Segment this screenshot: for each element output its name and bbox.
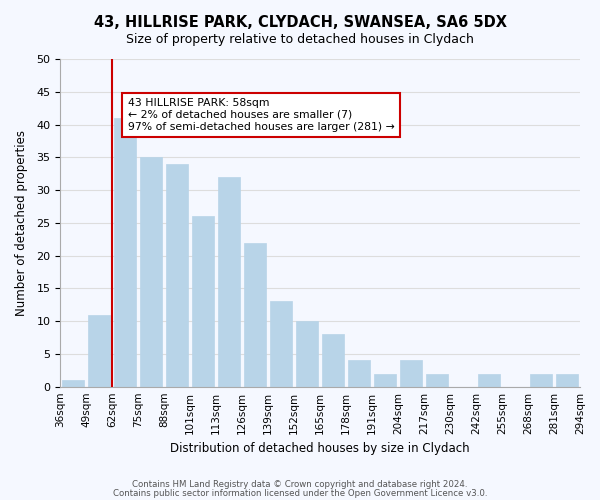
Bar — [166, 164, 188, 386]
Text: 43 HILLRISE PARK: 58sqm
← 2% of detached houses are smaller (7)
97% of semi-deta: 43 HILLRISE PARK: 58sqm ← 2% of detached… — [128, 98, 395, 132]
Bar — [244, 242, 266, 386]
Y-axis label: Number of detached properties: Number of detached properties — [15, 130, 28, 316]
Bar — [374, 374, 396, 386]
Text: 43, HILLRISE PARK, CLYDACH, SWANSEA, SA6 5DX: 43, HILLRISE PARK, CLYDACH, SWANSEA, SA6… — [94, 15, 506, 30]
Bar — [426, 374, 448, 386]
Text: Contains HM Land Registry data © Crown copyright and database right 2024.: Contains HM Land Registry data © Crown c… — [132, 480, 468, 489]
Text: Size of property relative to detached houses in Clydach: Size of property relative to detached ho… — [126, 32, 474, 46]
Bar — [62, 380, 84, 386]
Bar — [192, 216, 214, 386]
Bar — [296, 321, 318, 386]
Bar — [556, 374, 578, 386]
Bar — [400, 360, 422, 386]
Bar — [530, 374, 552, 386]
Bar — [218, 177, 240, 386]
Bar — [88, 314, 110, 386]
Bar — [478, 374, 500, 386]
Text: Contains public sector information licensed under the Open Government Licence v3: Contains public sector information licen… — [113, 488, 487, 498]
Bar — [270, 302, 292, 386]
Bar — [140, 158, 162, 386]
Bar — [348, 360, 370, 386]
X-axis label: Distribution of detached houses by size in Clydach: Distribution of detached houses by size … — [170, 442, 470, 455]
Bar — [114, 118, 136, 386]
Bar — [322, 334, 344, 386]
